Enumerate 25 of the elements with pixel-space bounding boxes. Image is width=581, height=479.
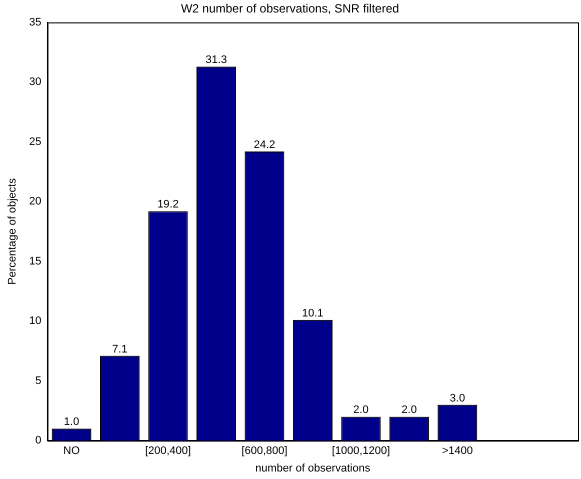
y-tick-label: 30 <box>29 76 42 88</box>
y-tick-label: 25 <box>29 136 42 148</box>
y-tick-label: 5 <box>35 374 42 387</box>
data-label: 19.2 <box>157 198 179 211</box>
y-tick-label: 35 <box>29 16 42 28</box>
y-tick-label: 20 <box>29 196 42 208</box>
y-tick-label: 0 <box>35 434 42 447</box>
data-label: 2.0 <box>353 404 369 416</box>
y-tick-label: 15 <box>29 255 42 268</box>
x-axis-title: number of observations <box>255 462 371 474</box>
x-tick-label: [200,400] <box>145 445 191 458</box>
data-label: 10.1 <box>302 307 324 320</box>
data-label: 3.0 <box>450 392 466 404</box>
data-label: 2.0 <box>402 404 417 416</box>
x-tick-label: NO <box>63 445 80 458</box>
data-label: 1.0 <box>64 416 80 428</box>
data-label: 31.3 <box>206 54 227 66</box>
x-tick-label: [1000,1200] <box>332 445 390 458</box>
chart-title: W2 number of observations, SNR filtered <box>180 2 400 16</box>
x-tick-label: [600,800] <box>242 445 288 458</box>
x-tick-label: >1400 <box>442 445 473 458</box>
data-label: 7.1 <box>112 343 128 356</box>
data-label: 24.2 <box>254 138 276 151</box>
y-tick-label: 10 <box>29 315 42 328</box>
y-axis-title: Percentage of objects <box>6 178 19 285</box>
